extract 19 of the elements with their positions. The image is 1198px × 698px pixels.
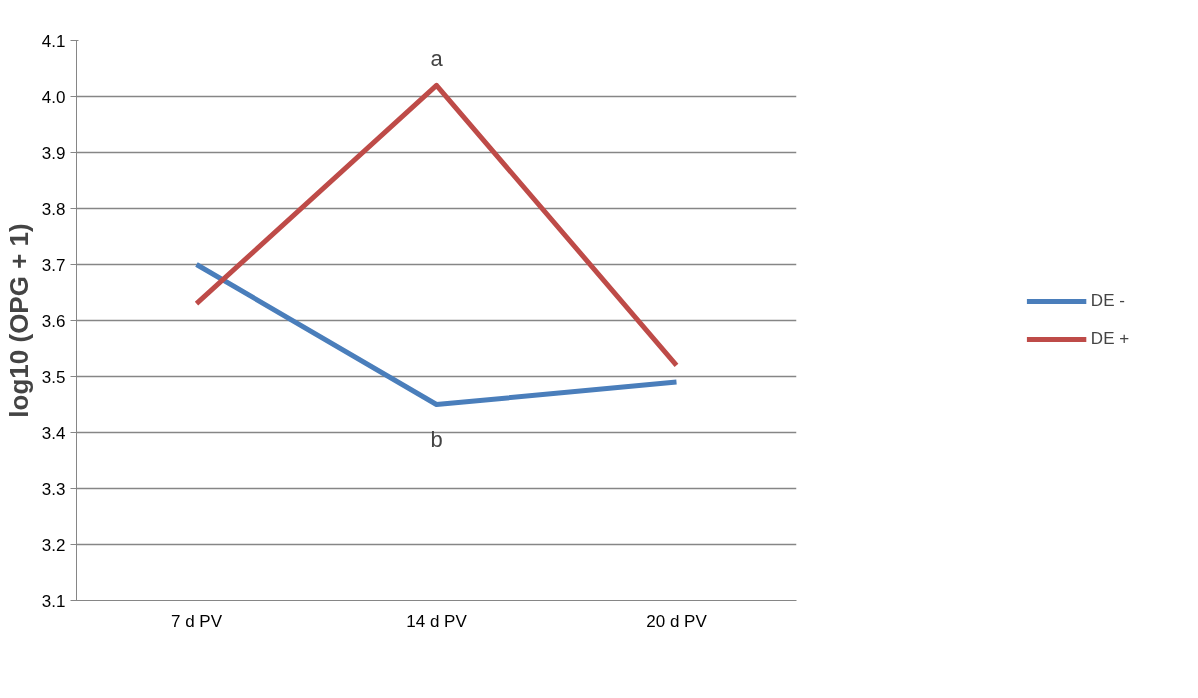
annotation: a [430, 46, 444, 72]
y-tick-label: 3.7 [41, 255, 66, 275]
y-tick-label: 3.5 [41, 367, 66, 387]
y-tick-label: 4.0 [41, 87, 66, 107]
y-tick-label: 3.4 [41, 423, 66, 443]
y-tick-label: 3.3 [41, 479, 66, 499]
y-axis-title: log10 (OPG + 1) [3, 223, 34, 418]
x-tick-label: 20 d PV [646, 611, 708, 631]
x-tick-label: 14 d PV [406, 611, 468, 631]
x-tick-label: 7 d PV [170, 611, 223, 631]
legend-label: DE - [1090, 291, 1125, 311]
y-tick-label: 4.1 [41, 31, 66, 51]
y-tick-label: 3.8 [41, 199, 66, 219]
y-tick-label: 3.2 [41, 535, 66, 555]
annotation: b [430, 426, 443, 452]
y-tick-label: 3.9 [41, 143, 66, 163]
y-tick-label: 3.6 [41, 311, 66, 331]
legend-label: DE + [1090, 329, 1130, 349]
y-tick-label: 3.1 [41, 591, 66, 611]
